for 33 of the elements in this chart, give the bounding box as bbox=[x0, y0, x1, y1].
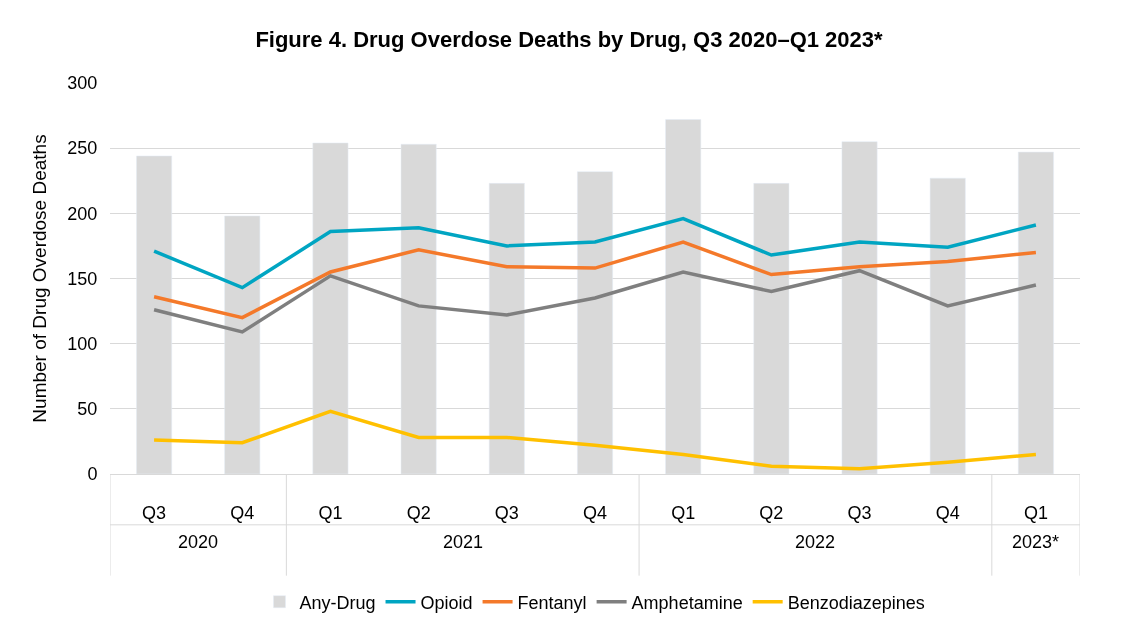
x-tick-label: Q4 bbox=[582, 502, 608, 523]
x-tick-label: Q3 bbox=[494, 502, 519, 523]
legend-label: Amphetamine bbox=[631, 592, 743, 613]
x-tick-label: Q1 bbox=[318, 502, 343, 523]
legend-label: Fentanyl bbox=[517, 592, 587, 613]
y-tick-label: 100 bbox=[67, 333, 98, 354]
x-tick-label: Q3 bbox=[847, 502, 872, 523]
x-tick-label: Q2 bbox=[759, 502, 784, 523]
y-tick-label: 150 bbox=[67, 268, 98, 289]
line-series bbox=[152, 268, 1038, 334]
line-series bbox=[152, 409, 1038, 471]
y-axis-title: Number of Drug Overdose Deaths bbox=[29, 134, 51, 423]
line-series bbox=[152, 216, 1038, 290]
y-tick-label: 300 bbox=[67, 73, 98, 94]
text: 2020 bbox=[178, 532, 219, 552]
legend-label: Opioid bbox=[420, 592, 473, 613]
text: 2023* bbox=[1012, 532, 1060, 552]
x-tick-label: Q4 bbox=[935, 502, 960, 523]
x-tick-label: Q3 bbox=[142, 502, 167, 523]
x-tick-label: Q1 bbox=[671, 502, 696, 523]
x-tick-label: Q2 bbox=[406, 502, 431, 523]
y-tick-label: 50 bbox=[77, 399, 98, 420]
chart-title: Figure 4. Drug Overdose Deaths by Drug, Q3 2020–Q1 2023* bbox=[255, 27, 884, 53]
legend-label: Benzodiazepines bbox=[787, 592, 925, 613]
legend-label: Any-Drug bbox=[299, 592, 376, 613]
y-tick-label: 0 bbox=[87, 464, 98, 485]
line-series bbox=[152, 240, 1038, 320]
x-tick-label: Q1 bbox=[1023, 502, 1048, 523]
text: 2021 bbox=[443, 532, 484, 552]
y-tick-label: 250 bbox=[67, 138, 98, 159]
y-tick-label: 200 bbox=[67, 203, 98, 224]
text: 2022 bbox=[795, 532, 836, 552]
x-tick-label: Q4 bbox=[230, 502, 255, 523]
